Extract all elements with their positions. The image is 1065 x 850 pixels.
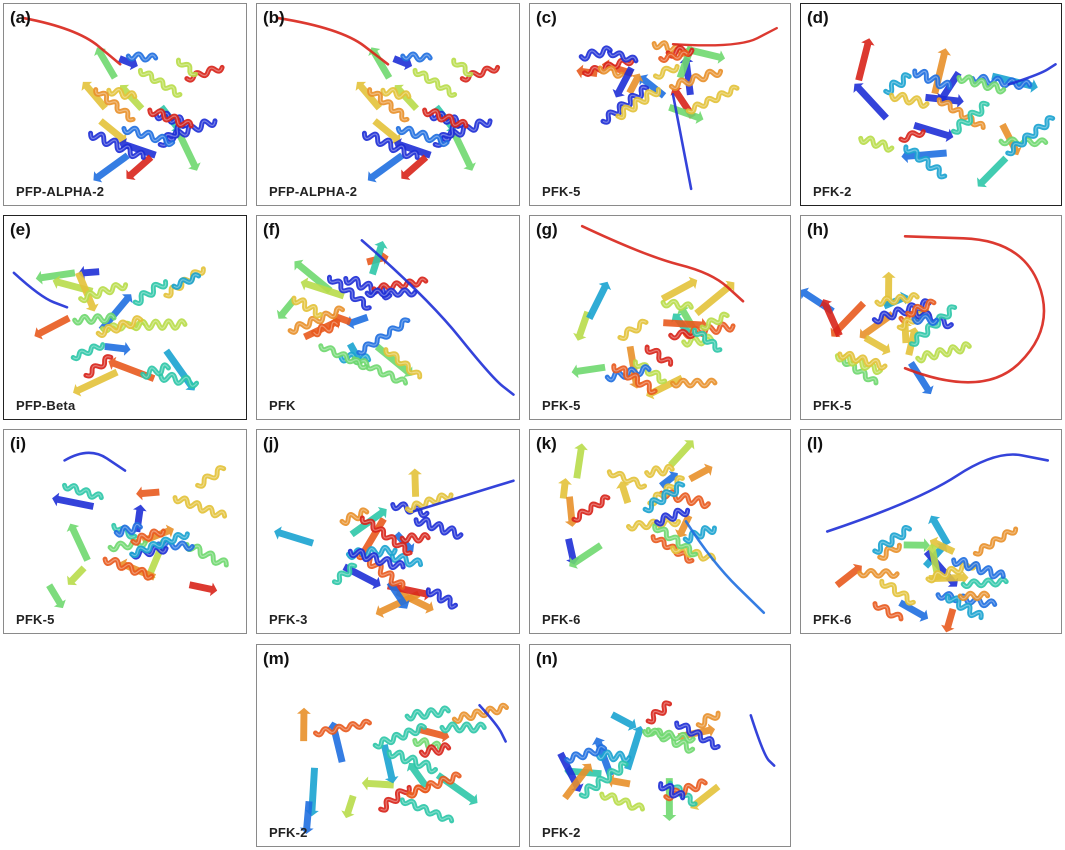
panel-j: (j) PFK-3 <box>256 429 520 634</box>
protein-name: PFK-5 <box>813 398 852 413</box>
protein-structure-k <box>558 440 766 614</box>
protein-name: PFK-2 <box>269 825 308 840</box>
protein-structure-c <box>576 26 778 191</box>
protein-name: PFK-6 <box>542 612 581 627</box>
protein-structure-m <box>297 702 509 835</box>
protein-name: PFK-5 <box>542 398 581 413</box>
panel-c: (c) PFK-5 <box>529 3 791 206</box>
panel-label: (b) <box>263 8 285 27</box>
protein-name: PFK-5 <box>542 184 581 199</box>
panel-h: (h) PFK-5 <box>800 215 1062 420</box>
panel-f: (f) PFK <box>256 215 520 420</box>
panel-a: (a) PFP-ALPHA-2 <box>3 3 247 206</box>
panel-n: (n) PFK-2 <box>529 644 791 847</box>
protein-name: PFK-3 <box>269 612 308 627</box>
panel-label: (m) <box>263 649 290 668</box>
panel-label: (n) <box>536 649 558 668</box>
protein-structure-d <box>853 38 1057 188</box>
protein-name: PFP-ALPHA-2 <box>16 184 105 199</box>
panel-m: (m) PFK-2 <box>256 644 520 847</box>
protein-name: PFK-2 <box>542 825 581 840</box>
panel-label: (i) <box>10 434 27 453</box>
panel-label: (l) <box>807 434 824 453</box>
protein-structure-e <box>12 265 206 397</box>
panel-i: (i) PFK-5 <box>3 429 247 634</box>
protein-name: PFK-5 <box>16 612 55 627</box>
panel-l: (l) PFK-6 <box>800 429 1062 634</box>
protein-structure-f <box>276 239 515 396</box>
protein-structure-g <box>571 224 745 400</box>
panel-label: (h) <box>807 220 829 239</box>
protein-structure-a <box>22 16 225 183</box>
panel-label: (g) <box>536 220 558 239</box>
panel-label: (j) <box>263 434 280 453</box>
protein-name: PFK <box>269 398 296 413</box>
protein-structure-n <box>557 700 776 821</box>
panel-d: (d) PFK-2 <box>800 3 1062 206</box>
panel-b: (b) PFP-ALPHA-2 <box>256 3 520 206</box>
panel-label: (c) <box>536 8 557 27</box>
panel-label: (f) <box>263 220 280 239</box>
protein-name: PFP-ALPHA-2 <box>269 184 358 199</box>
protein-structure-i <box>46 451 229 609</box>
protein-structure-h <box>801 235 1046 395</box>
panel-g: (g) PFK-5 <box>529 215 791 420</box>
protein-name: PFP-Beta <box>16 398 76 413</box>
panel-label: (a) <box>10 8 31 27</box>
protein-name: PFK-2 <box>813 184 852 199</box>
protein-structure-j <box>274 468 515 618</box>
panel-k: (k) PFK-6 <box>529 429 791 634</box>
panel-label: (k) <box>536 434 557 453</box>
panel-e: (e) PFP-Beta <box>3 215 247 420</box>
panel-label: (d) <box>807 8 829 27</box>
protein-structure-l <box>825 453 1050 633</box>
panel-label: (e) <box>10 220 31 239</box>
protein-structure-b <box>276 16 501 183</box>
protein-name: PFK-6 <box>813 612 852 627</box>
